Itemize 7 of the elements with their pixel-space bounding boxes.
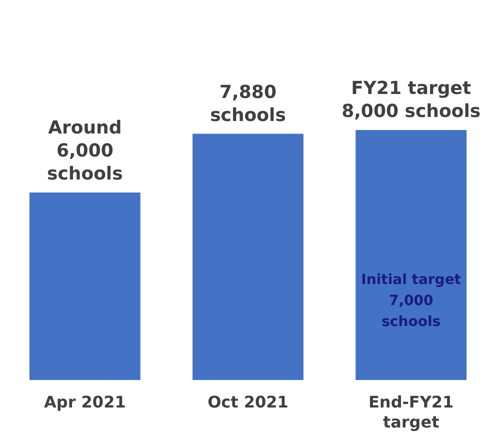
- data-label: Around 6,000 schools: [47, 118, 123, 184]
- data-label: 7,880 schools: [210, 82, 286, 126]
- x-tick-label: End-FY21 target: [368, 392, 454, 432]
- x-tick-label: Oct 2021: [208, 392, 288, 412]
- x-tick-label: Apr 2021: [44, 392, 126, 412]
- data-label: FY21 target 8,000 schools: [342, 78, 481, 122]
- annotation: Initial target 7,000 schools: [361, 272, 462, 330]
